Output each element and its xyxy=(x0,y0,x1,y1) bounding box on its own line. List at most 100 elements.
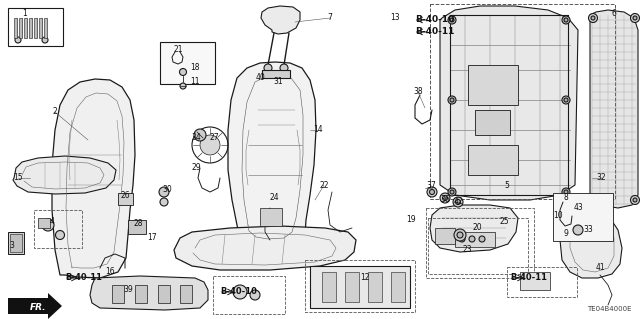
Text: 15: 15 xyxy=(13,174,23,182)
Bar xyxy=(160,42,215,84)
Circle shape xyxy=(429,189,435,195)
Text: 25: 25 xyxy=(499,218,509,226)
Text: 24: 24 xyxy=(269,194,279,203)
Text: B-40-11: B-40-11 xyxy=(65,273,102,283)
Polygon shape xyxy=(90,276,208,310)
Polygon shape xyxy=(34,18,37,38)
Text: 9: 9 xyxy=(564,228,568,238)
Circle shape xyxy=(589,196,598,204)
Text: 26: 26 xyxy=(120,191,130,201)
Text: 33: 33 xyxy=(583,226,593,234)
Bar xyxy=(34,210,82,248)
Polygon shape xyxy=(29,18,32,38)
Text: 22: 22 xyxy=(319,181,329,189)
Polygon shape xyxy=(52,79,135,278)
Text: 41: 41 xyxy=(595,263,605,272)
Circle shape xyxy=(160,198,168,206)
Circle shape xyxy=(591,16,595,20)
Bar xyxy=(112,285,124,303)
Polygon shape xyxy=(24,18,27,38)
Polygon shape xyxy=(228,62,316,248)
Text: 10: 10 xyxy=(553,211,563,219)
Circle shape xyxy=(564,18,568,22)
Bar xyxy=(475,110,510,135)
Bar xyxy=(135,285,147,303)
Bar xyxy=(553,193,613,241)
Circle shape xyxy=(573,225,583,235)
Text: 5: 5 xyxy=(504,181,509,189)
Text: TE04B4000E: TE04B4000E xyxy=(588,306,632,312)
Bar xyxy=(430,4,615,199)
Circle shape xyxy=(250,290,260,300)
Bar xyxy=(468,65,518,105)
Text: B-40-10: B-40-10 xyxy=(220,287,257,296)
Text: 6: 6 xyxy=(612,10,616,19)
Circle shape xyxy=(427,187,437,197)
Bar xyxy=(180,285,192,303)
Circle shape xyxy=(479,236,485,242)
Text: 14: 14 xyxy=(313,125,323,135)
Circle shape xyxy=(448,96,456,104)
Polygon shape xyxy=(590,10,638,208)
Text: 39: 39 xyxy=(123,286,133,294)
Circle shape xyxy=(42,37,48,43)
Polygon shape xyxy=(430,205,518,252)
Bar xyxy=(368,272,382,302)
Circle shape xyxy=(159,187,169,197)
Bar xyxy=(435,228,455,244)
Bar xyxy=(455,232,495,247)
Polygon shape xyxy=(261,6,300,34)
Polygon shape xyxy=(44,18,47,38)
Circle shape xyxy=(42,219,54,231)
Circle shape xyxy=(280,64,288,72)
Polygon shape xyxy=(13,156,116,194)
Bar xyxy=(10,234,22,252)
Polygon shape xyxy=(174,226,356,270)
Circle shape xyxy=(233,285,247,299)
Circle shape xyxy=(200,135,220,155)
Bar xyxy=(468,145,518,175)
Circle shape xyxy=(453,197,463,207)
Bar xyxy=(158,285,170,303)
Text: 12: 12 xyxy=(360,273,370,283)
Circle shape xyxy=(15,37,21,43)
Text: 21: 21 xyxy=(173,46,183,55)
Circle shape xyxy=(633,16,637,20)
Bar xyxy=(38,218,50,228)
Text: 42: 42 xyxy=(453,197,463,206)
Polygon shape xyxy=(39,18,42,38)
Polygon shape xyxy=(560,210,622,278)
Text: B-40-11: B-40-11 xyxy=(415,27,454,36)
Circle shape xyxy=(562,96,570,104)
Circle shape xyxy=(562,16,570,24)
Text: 1: 1 xyxy=(22,10,28,19)
Circle shape xyxy=(562,188,570,196)
Circle shape xyxy=(180,83,186,89)
Text: 19: 19 xyxy=(406,216,416,225)
Text: 38: 38 xyxy=(413,87,423,97)
Text: 36: 36 xyxy=(440,196,450,204)
Bar xyxy=(128,220,146,234)
Circle shape xyxy=(450,98,454,102)
Circle shape xyxy=(179,69,186,76)
Circle shape xyxy=(633,198,637,202)
Circle shape xyxy=(448,16,456,24)
Polygon shape xyxy=(19,18,22,38)
Polygon shape xyxy=(8,293,62,319)
Text: 31: 31 xyxy=(273,78,283,86)
Circle shape xyxy=(454,229,466,241)
Circle shape xyxy=(264,64,272,72)
Text: 11: 11 xyxy=(190,78,200,86)
Bar xyxy=(322,272,336,302)
Circle shape xyxy=(459,236,465,242)
Text: 7: 7 xyxy=(328,13,332,23)
Bar xyxy=(262,70,290,78)
Circle shape xyxy=(591,198,595,202)
Circle shape xyxy=(589,13,598,23)
Bar xyxy=(310,266,410,308)
Bar xyxy=(8,232,24,254)
Text: 16: 16 xyxy=(105,268,115,277)
Text: 8: 8 xyxy=(564,192,568,202)
Polygon shape xyxy=(14,18,17,38)
Polygon shape xyxy=(440,6,578,200)
